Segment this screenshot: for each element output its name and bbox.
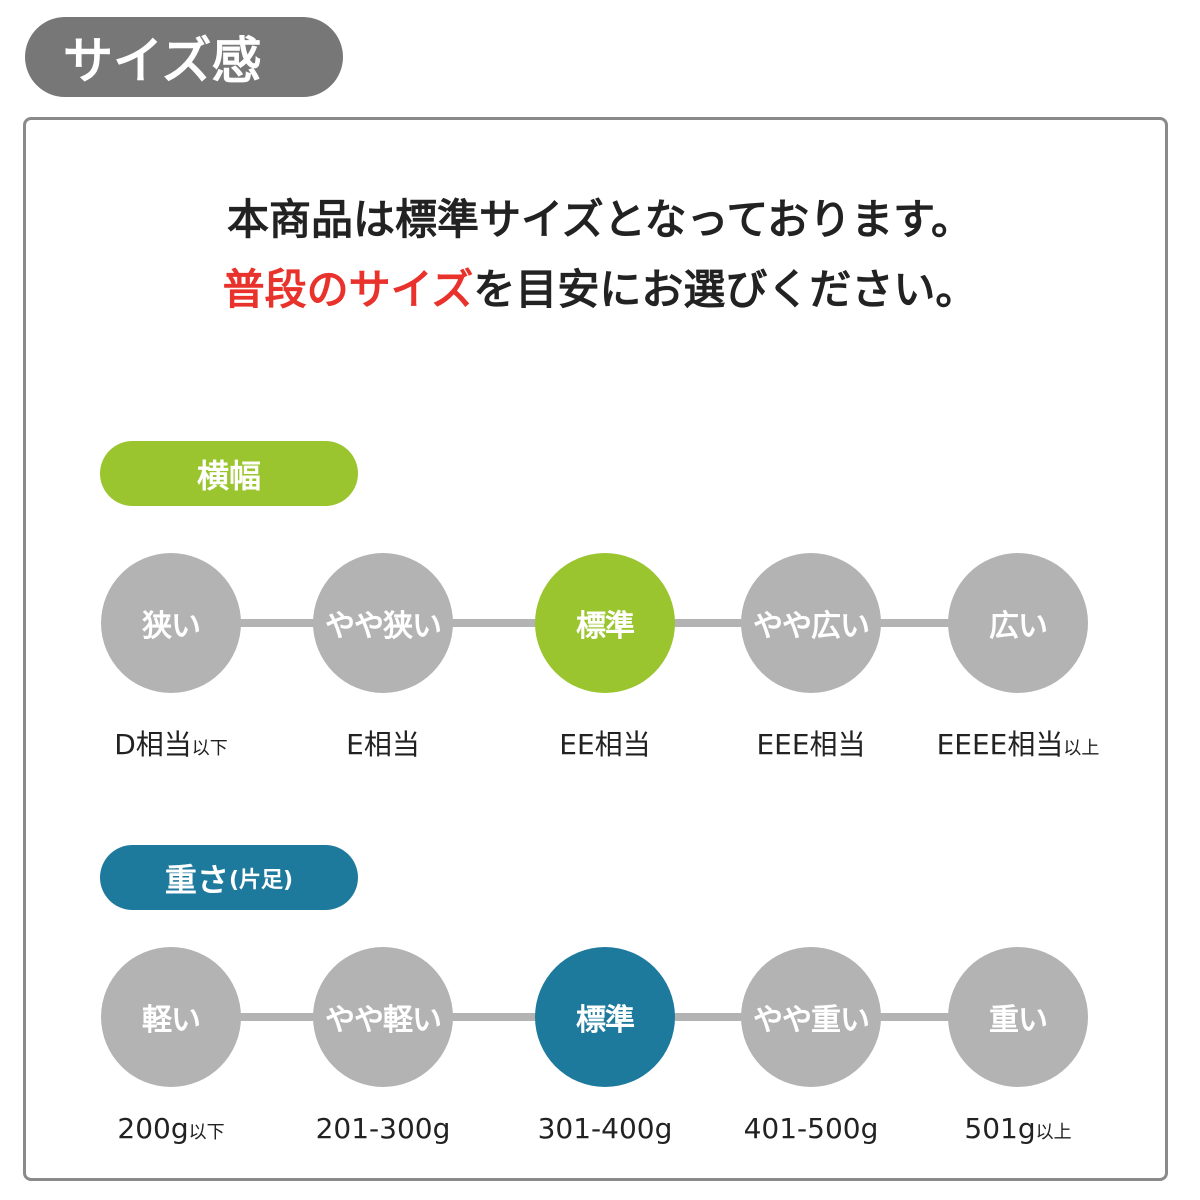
intro-line-1: 本商品は標準サイズとなっております。 [227,195,973,244]
step-value-text: 401-500g [743,1112,879,1145]
weight-heading-note: (片足) [228,867,294,893]
width-step-value: E相当 [283,723,483,763]
width-step-value: EEEE相当以上 [918,723,1118,763]
width-step-circle: やや広い [741,553,881,693]
step-value-text: D相当 [114,728,192,761]
weight-step-circle: 標準 [535,947,675,1087]
section-title: サイズ感 [25,17,343,97]
width-step-circle: 標準 [535,553,675,693]
step-value-text: 200g [117,1112,189,1145]
width-step-circle: 狭い [101,553,241,693]
weight-step-value: 301-400g [505,1112,705,1145]
step-value-suffix: 以上 [1063,738,1100,759]
width-step-circle: 広い [948,553,1088,693]
step-value-suffix: 以上 [1035,1122,1072,1143]
step-value-text: EE相当 [559,728,651,761]
weight-step-value: 200g以下 [71,1112,271,1145]
intro-line-2: 普段のサイズを目安にお選びください。 [0,256,1200,317]
width-step-value: EE相当 [505,723,705,763]
weight-step-circle: やや軽い [313,947,453,1087]
step-value-text: EEE相当 [756,728,866,761]
weight-heading-label: 重さ [164,860,229,899]
intro-highlight: 普段のサイズ [222,265,474,314]
weight-step-circle: やや重い [741,947,881,1087]
weight-step-value: 201-300g [283,1112,483,1145]
width-step-value: EEE相当 [711,723,911,763]
weight-step-value: 501g以上 [918,1112,1118,1145]
content-frame [23,117,1168,1181]
width-heading: 横幅 [100,441,358,506]
step-value-suffix: 以下 [188,1122,225,1143]
step-value-text: E相当 [346,728,420,761]
step-value-text: 301-400g [537,1112,673,1145]
step-value-suffix: 以下 [191,738,228,759]
step-value-text: 201-300g [315,1112,451,1145]
width-step-value: D相当以下 [71,723,271,763]
intro-rest: を目安にお選びください。 [473,265,978,314]
step-value-text: EEEE相当 [936,728,1064,761]
weight-heading: 重さ (片足) [100,845,358,910]
weight-step-circle: 軽い [101,947,241,1087]
step-value-text: 501g [964,1112,1036,1145]
weight-step-value: 401-500g [711,1112,911,1145]
width-step-circle: やや狭い [313,553,453,693]
weight-step-circle: 重い [948,947,1088,1087]
